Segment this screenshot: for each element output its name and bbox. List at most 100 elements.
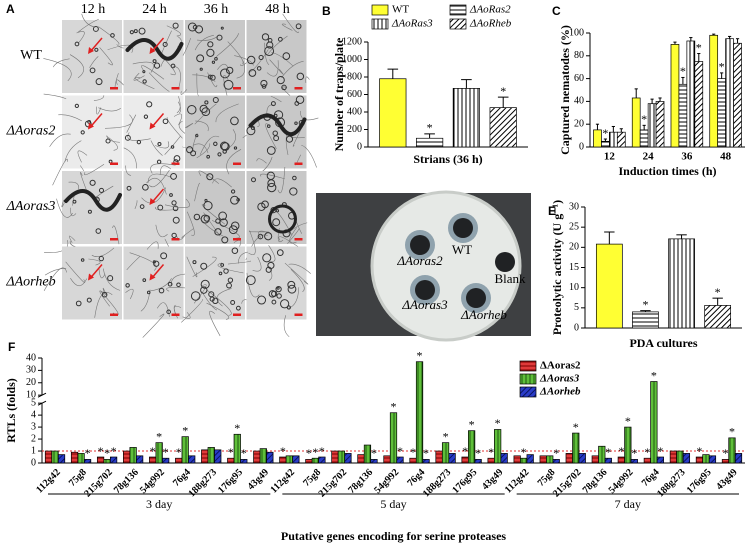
significance: *	[500, 84, 506, 98]
micrograph-detail	[43, 247, 121, 318]
bar	[617, 456, 625, 464]
bar	[702, 454, 710, 464]
trap	[172, 205, 179, 212]
hypha	[94, 292, 113, 318]
trap	[217, 152, 222, 157]
hypha	[264, 42, 270, 65]
trap	[265, 266, 272, 273]
hypha	[133, 72, 145, 81]
y-tick-label: 10	[569, 282, 579, 293]
bar	[474, 459, 482, 464]
x-axis-label: Induction times (h)	[618, 164, 716, 178]
legend-label: ΔAoras2	[540, 360, 581, 372]
hypha	[288, 263, 311, 274]
trap	[170, 172, 178, 180]
legend-swatch	[371, 18, 389, 30]
y-tick-label: 4	[31, 409, 36, 420]
bar	[647, 103, 657, 148]
hypha	[212, 178, 232, 188]
bar	[51, 450, 59, 464]
y-tick-label: 600	[347, 89, 362, 100]
scale-bar	[233, 162, 241, 165]
bar	[461, 456, 469, 464]
significance: *	[696, 444, 702, 458]
trap	[166, 309, 171, 315]
bar	[704, 305, 732, 329]
scale-bar	[233, 87, 241, 90]
significance: *	[417, 348, 423, 362]
hypha	[49, 133, 71, 147]
trap	[216, 34, 223, 41]
trap	[72, 199, 77, 204]
hypha	[248, 230, 256, 255]
trap	[193, 213, 201, 221]
bar	[668, 238, 695, 329]
trap	[142, 184, 149, 191]
bar	[96, 456, 105, 464]
trap	[218, 271, 223, 276]
well	[410, 235, 430, 255]
x-tick-label: 24	[643, 151, 655, 163]
bar	[136, 455, 144, 464]
hypha	[81, 13, 96, 28]
hypha	[180, 89, 188, 95]
trap	[200, 286, 208, 294]
well	[495, 252, 515, 272]
trap	[268, 290, 277, 298]
trap	[95, 78, 103, 86]
x-axis-label: Putative genes encoding for serine prote…	[281, 529, 507, 543]
significance: *	[111, 444, 117, 458]
trap	[146, 290, 151, 295]
trap	[266, 124, 271, 128]
micrograph	[62, 95, 122, 169]
trap	[257, 295, 267, 305]
trap	[80, 258, 85, 262]
x-tick-label: 36	[681, 151, 693, 163]
hypha	[290, 269, 305, 292]
trap	[204, 100, 209, 105]
column-label: 12 h	[81, 2, 106, 17]
trap	[206, 154, 211, 159]
significance: *	[410, 445, 416, 459]
significance: *	[651, 368, 657, 382]
bar	[44, 450, 53, 464]
hypha	[192, 256, 217, 277]
micrograph	[123, 95, 184, 169]
bar	[331, 450, 339, 464]
bar	[233, 433, 241, 464]
hypha	[70, 207, 77, 217]
scale-bar	[294, 162, 303, 165]
hypha	[193, 284, 207, 304]
bar	[639, 129, 649, 148]
scale-bar	[294, 313, 303, 316]
trap	[199, 67, 203, 71]
bar	[656, 456, 664, 464]
significance: *	[719, 60, 725, 74]
significance: *	[680, 64, 686, 78]
significance: *	[280, 444, 286, 458]
trap	[101, 291, 108, 298]
hypha	[248, 49, 269, 74]
trap	[262, 253, 272, 263]
significance: *	[625, 414, 631, 428]
hypha	[149, 170, 170, 188]
hypha	[132, 61, 155, 73]
legend-label: ΔAoRheb	[469, 18, 512, 30]
trap	[264, 232, 273, 241]
hypha	[142, 313, 165, 338]
scale-bar	[171, 87, 180, 90]
x-axis-label: Strians (36 h)	[413, 152, 482, 166]
hypha	[305, 76, 310, 83]
micrograph	[246, 20, 307, 93]
bar	[57, 454, 66, 464]
legend-swatch	[519, 360, 537, 372]
trap	[173, 155, 181, 162]
x-tick-label: 48	[720, 151, 732, 163]
trap	[206, 48, 215, 57]
bar	[708, 455, 717, 464]
bar	[344, 453, 352, 464]
trap	[245, 275, 256, 286]
significance: *	[631, 446, 637, 460]
bar	[500, 453, 508, 464]
